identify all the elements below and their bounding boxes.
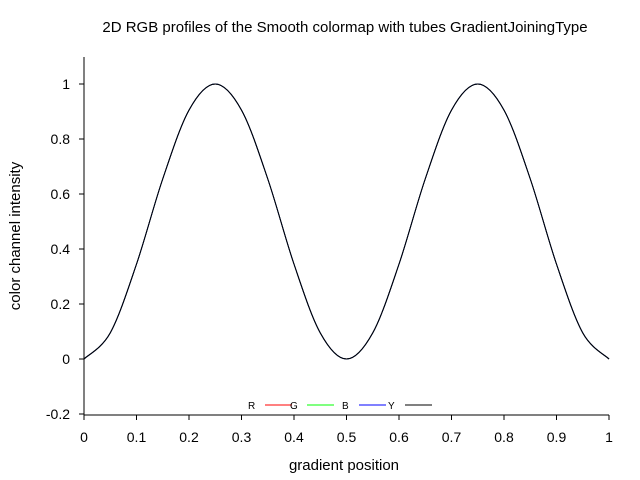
- x-tick-label: 0.4: [284, 429, 304, 445]
- y-tick-label: -0.2: [46, 406, 70, 422]
- chart-title: 2D RGB profiles of the Smooth colormap w…: [102, 19, 587, 36]
- series-line-r: [83, 83, 610, 360]
- y-tick-label: 0.2: [51, 296, 71, 312]
- series-line-g: [83, 83, 610, 360]
- x-tick-label: 0: [80, 429, 88, 445]
- x-tick-label: 0.5: [337, 429, 357, 445]
- series-line-y: [83, 83, 610, 360]
- axes-group: 0 0.1 0.2 0.3 0.4 0.5 0.6 0.7 0.8 0.9 1 -0.2 0 0.2 0.4…: [46, 57, 613, 445]
- x-tick-label: 0.9: [547, 429, 567, 445]
- y-tick-label: 0.6: [51, 186, 71, 202]
- x-tick-label: 1: [605, 429, 613, 445]
- x-tick-label: 0.8: [494, 429, 514, 445]
- y-tick-label: 0.4: [51, 241, 71, 257]
- y-axis-label: color channel intensity: [7, 161, 24, 310]
- x-tick-label: 0.6: [389, 429, 409, 445]
- x-tick-label: 0.3: [232, 429, 252, 445]
- legend-label-b: B: [342, 401, 349, 412]
- legend-label-r: R: [248, 401, 255, 412]
- y-tick-label: 0.8: [51, 131, 71, 147]
- series-group: [83, 83, 610, 360]
- y-tick-label: 0: [62, 351, 70, 367]
- y-tick-label: 1: [62, 76, 70, 92]
- x-axis-label: gradient position: [289, 457, 399, 474]
- x-tick-label: 0.1: [127, 429, 147, 445]
- legend-label-y: Y: [388, 401, 395, 412]
- x-tick-label: 0.7: [442, 429, 462, 445]
- legend-label-g: G: [290, 401, 298, 412]
- x-tick-label: 0.2: [179, 429, 199, 445]
- series-line-b: [83, 83, 610, 360]
